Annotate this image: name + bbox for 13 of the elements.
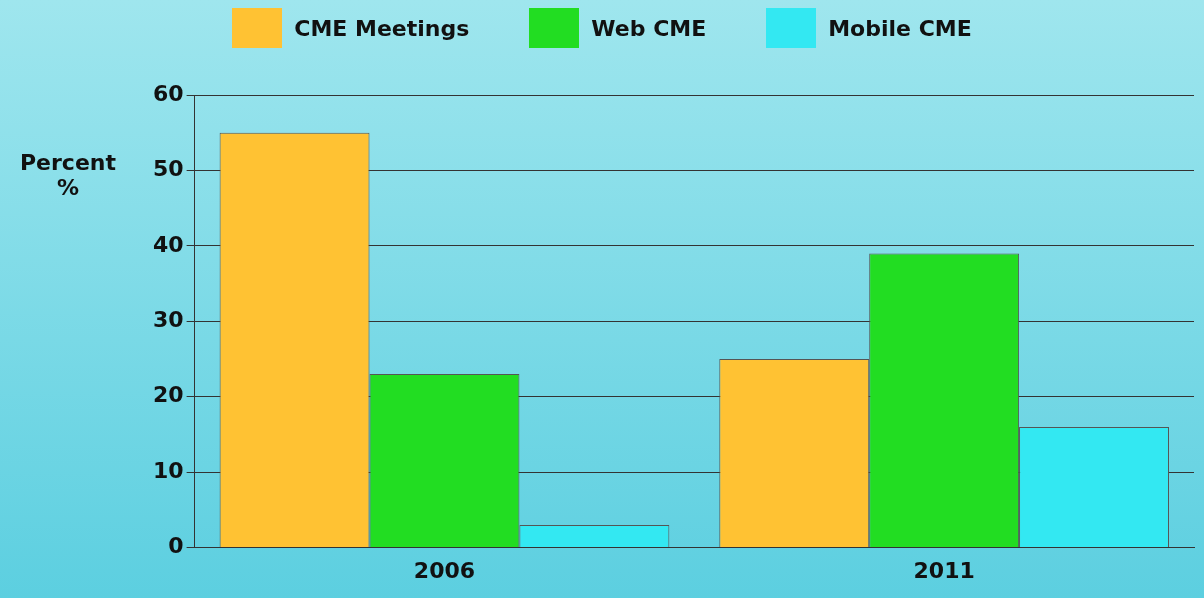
y-tick-label: 60 xyxy=(152,80,184,106)
legend-label: Web CME xyxy=(591,15,707,41)
y-tick-label: 30 xyxy=(152,307,184,333)
x-tick-label: 2011 xyxy=(913,557,975,583)
y-tick-label: 50 xyxy=(152,156,184,182)
y-axis-title: Percent % xyxy=(18,150,117,200)
y-tick-label: 40 xyxy=(152,231,184,257)
legend-label: CME Meetings xyxy=(294,15,470,41)
y-tick-label: 20 xyxy=(152,382,184,408)
y-tick-label: 10 xyxy=(152,457,184,483)
x-tick-label: 2006 xyxy=(413,557,476,583)
legend-label: Mobile CME xyxy=(828,15,972,41)
y-tick-label: 0 xyxy=(168,533,184,559)
